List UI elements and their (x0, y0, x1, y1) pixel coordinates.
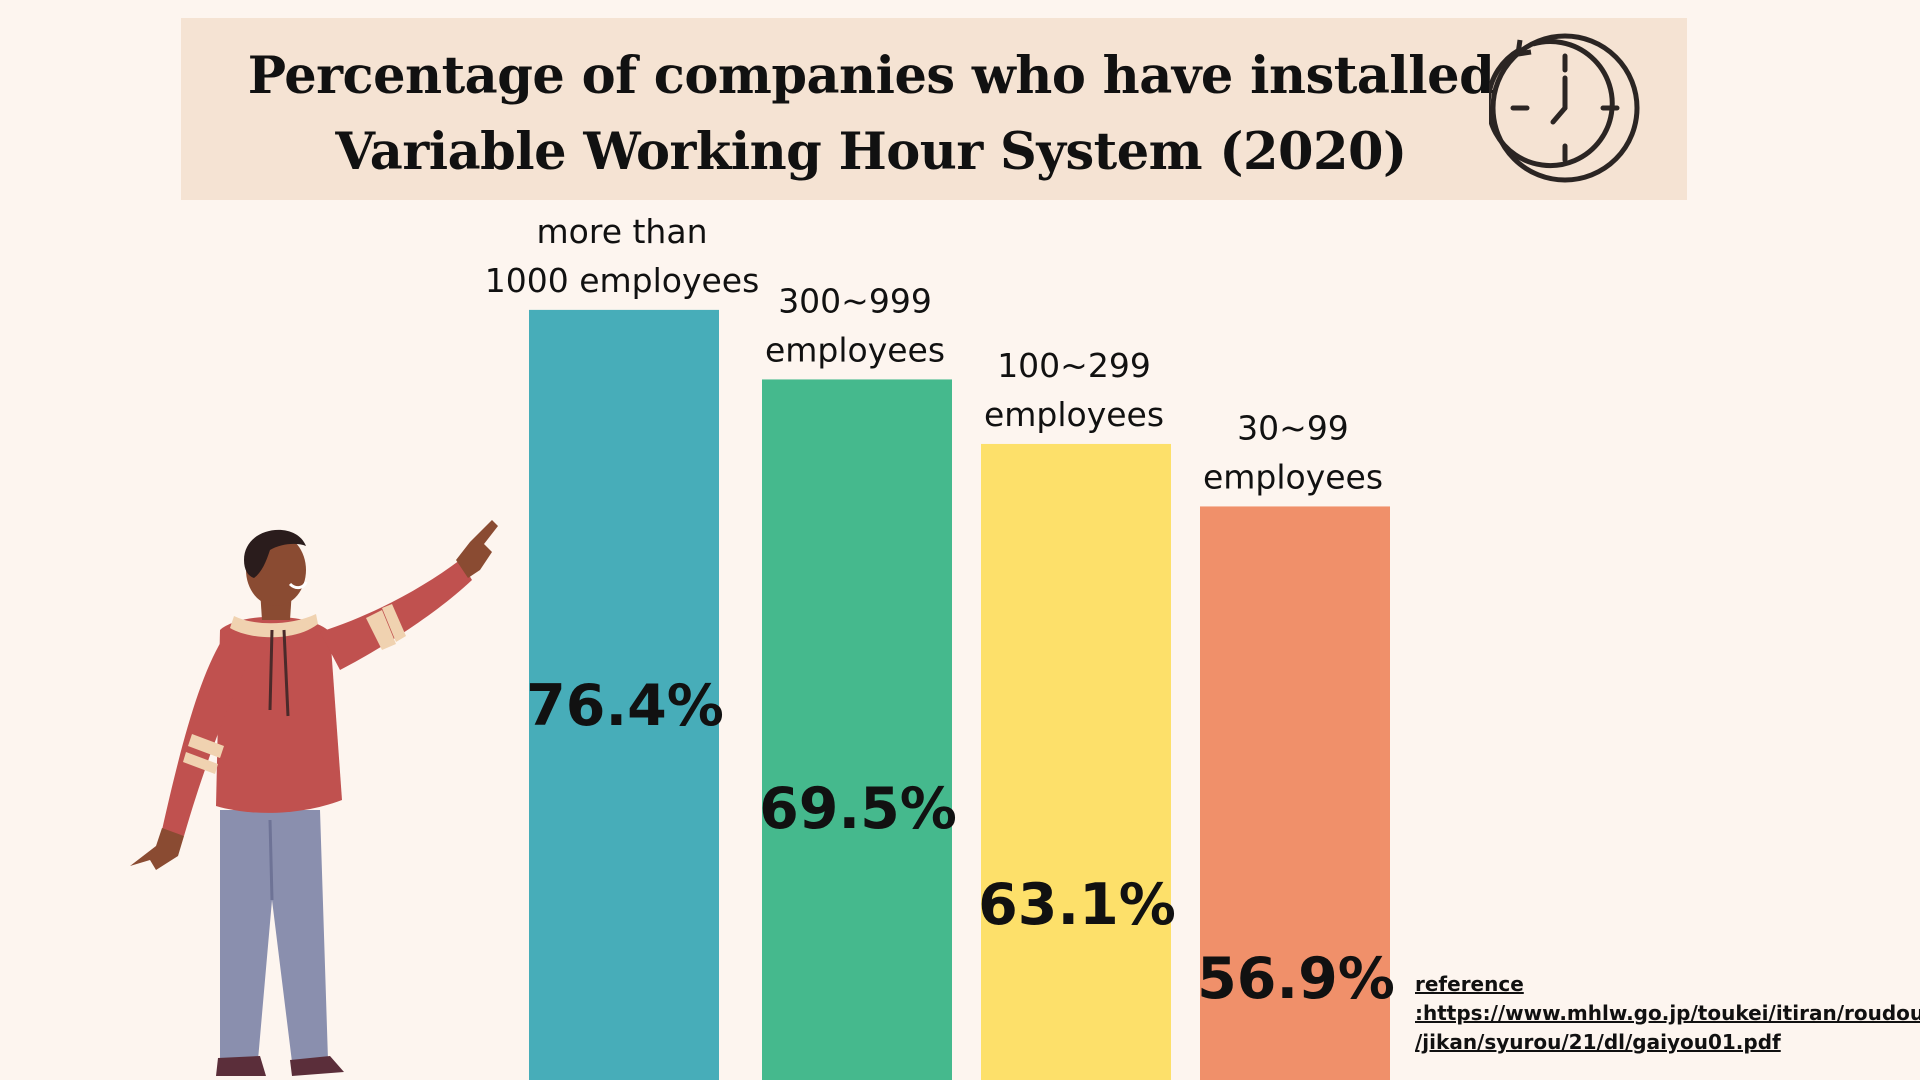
category-label-2-line-1: employees (984, 395, 1164, 434)
reference-url-line-2: /jikan/syurou/21/dl/gaiyou01.pdf (1415, 1030, 1781, 1054)
reference-url-line-1: :https://www.mhlw.go.jp/toukei/itiran/ro… (1415, 1001, 1920, 1025)
reference-note: reference :https://www.mhlw.go.jp/toukei… (1415, 970, 1920, 1057)
bar-3 (1200, 506, 1390, 1080)
bar-2 (981, 443, 1171, 1080)
bar-1 (762, 379, 952, 1080)
chart-title-line-1: Percentage of companies who have install… (247, 46, 1495, 106)
chart-title-line-2: Variable Working Hour System (2020) (335, 122, 1407, 182)
category-label-3-line-1: employees (1203, 457, 1383, 496)
clock-icon (1489, 33, 1640, 183)
category-label-1-line-1: employees (765, 330, 945, 369)
reference-label: reference (1415, 972, 1524, 996)
title-banner: Percentage of companies who have install… (181, 18, 1687, 200)
pointing-person-illustration (130, 520, 498, 1076)
value-label-0: 76.4% (526, 673, 724, 739)
category-label-0-line-1: 1000 employees (485, 261, 760, 300)
value-label-1: 69.5% (759, 776, 957, 842)
value-label-3: 56.9% (1197, 946, 1395, 1012)
bar-0 (529, 309, 719, 1080)
category-label-2-line-0: 100~299 (997, 346, 1151, 385)
category-label-0-line-0: more than (537, 212, 708, 251)
category-label-1-line-0: 300~999 (778, 281, 932, 320)
value-label-2: 63.1% (978, 872, 1176, 938)
category-label-3-line-0: 30~99 (1237, 408, 1349, 447)
chart-title: Percentage of companies who have install… (181, 38, 1561, 190)
